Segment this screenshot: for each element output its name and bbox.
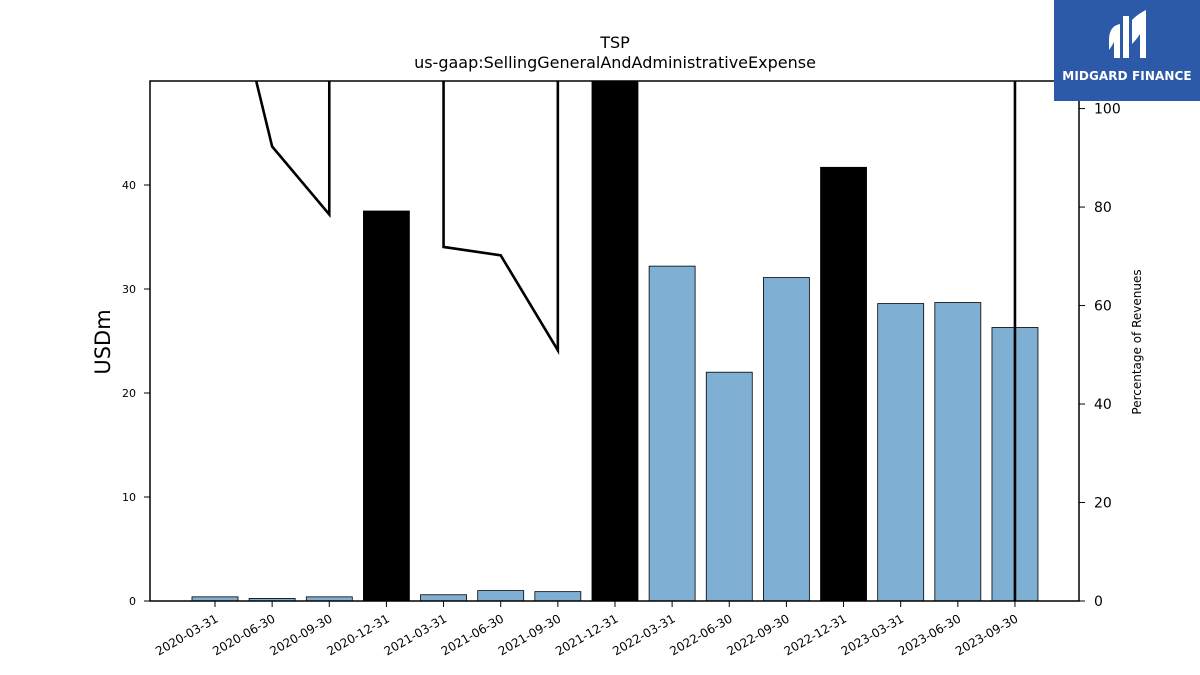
bar-2022-09-30 <box>763 277 810 601</box>
x-tick-label: 2023-06-30 <box>896 611 963 658</box>
y2-tick-label: 40 <box>1094 397 1112 413</box>
pct-revenue-line-0 <box>254 81 331 219</box>
y2-tick-label: 100 <box>1094 102 1121 118</box>
x-tick-label: 2022-03-31 <box>610 611 677 658</box>
x-tick-label: 2020-03-31 <box>153 611 220 658</box>
bar-2020-03-31 <box>191 596 239 601</box>
bar-2021-03-31 <box>420 594 467 601</box>
x-tick-label: 2022-12-31 <box>782 611 849 658</box>
x-tick-label: 2021-09-30 <box>496 611 563 658</box>
y2-tick-label: 20 <box>1094 496 1112 512</box>
y2-tick-label: 60 <box>1094 299 1112 315</box>
x-tick-label: 2022-06-30 <box>667 611 734 658</box>
x-tick-label: 2021-06-30 <box>439 611 506 658</box>
bar-2022-03-31 <box>648 265 696 601</box>
chart-title: TSP <box>599 33 630 52</box>
bar-2021-12-31 <box>591 81 639 601</box>
bar-2022-12-31 <box>820 166 867 601</box>
y2-axis-label: Percentage of Revenues <box>1130 269 1144 414</box>
bar-2020-09-30 <box>305 596 353 601</box>
pct-revenue-line-1 <box>442 81 560 356</box>
y-axis-label: USDm <box>91 309 115 374</box>
midgard-finance-logo: MIDGARD FINANCE <box>1054 0 1200 101</box>
bar-2020-06-30 <box>248 598 296 601</box>
chart-subtitle: us-gaap:SellingGeneralAndAdministrativeE… <box>414 53 816 72</box>
bar-2021-06-30 <box>477 590 525 601</box>
x-tick-label: 2021-12-31 <box>553 611 620 658</box>
y2-tick-label: 80 <box>1094 200 1112 216</box>
x-tick-label: 2023-09-30 <box>953 611 1020 658</box>
bar-2023-03-31 <box>877 303 925 601</box>
logo-text: MIDGARD FINANCE <box>1062 69 1192 83</box>
x-tick-label: 2022-09-30 <box>724 611 791 658</box>
x-tick-label: 2020-06-30 <box>210 611 277 658</box>
y-tick-label: 0 <box>129 595 136 608</box>
y-tick-label: 30 <box>122 283 136 296</box>
bar-2021-09-30 <box>534 591 582 601</box>
midgard-logo-icon <box>1109 10 1146 58</box>
x-tick-label: 2023-03-31 <box>839 611 906 658</box>
y-tick-label: 10 <box>122 491 136 504</box>
x-tick-label: 2020-12-31 <box>325 611 392 658</box>
x-tick-label: 2021-03-31 <box>382 611 449 658</box>
y2-tick-label: 0 <box>1094 594 1103 610</box>
bar-2023-06-30 <box>934 302 982 601</box>
y-tick-label: 40 <box>122 179 136 192</box>
y-tick-label: 20 <box>122 387 136 400</box>
bar-2022-06-30 <box>705 371 753 601</box>
x-tick-label: 2020-09-30 <box>267 611 334 658</box>
bar-2020-12-31 <box>363 210 410 601</box>
